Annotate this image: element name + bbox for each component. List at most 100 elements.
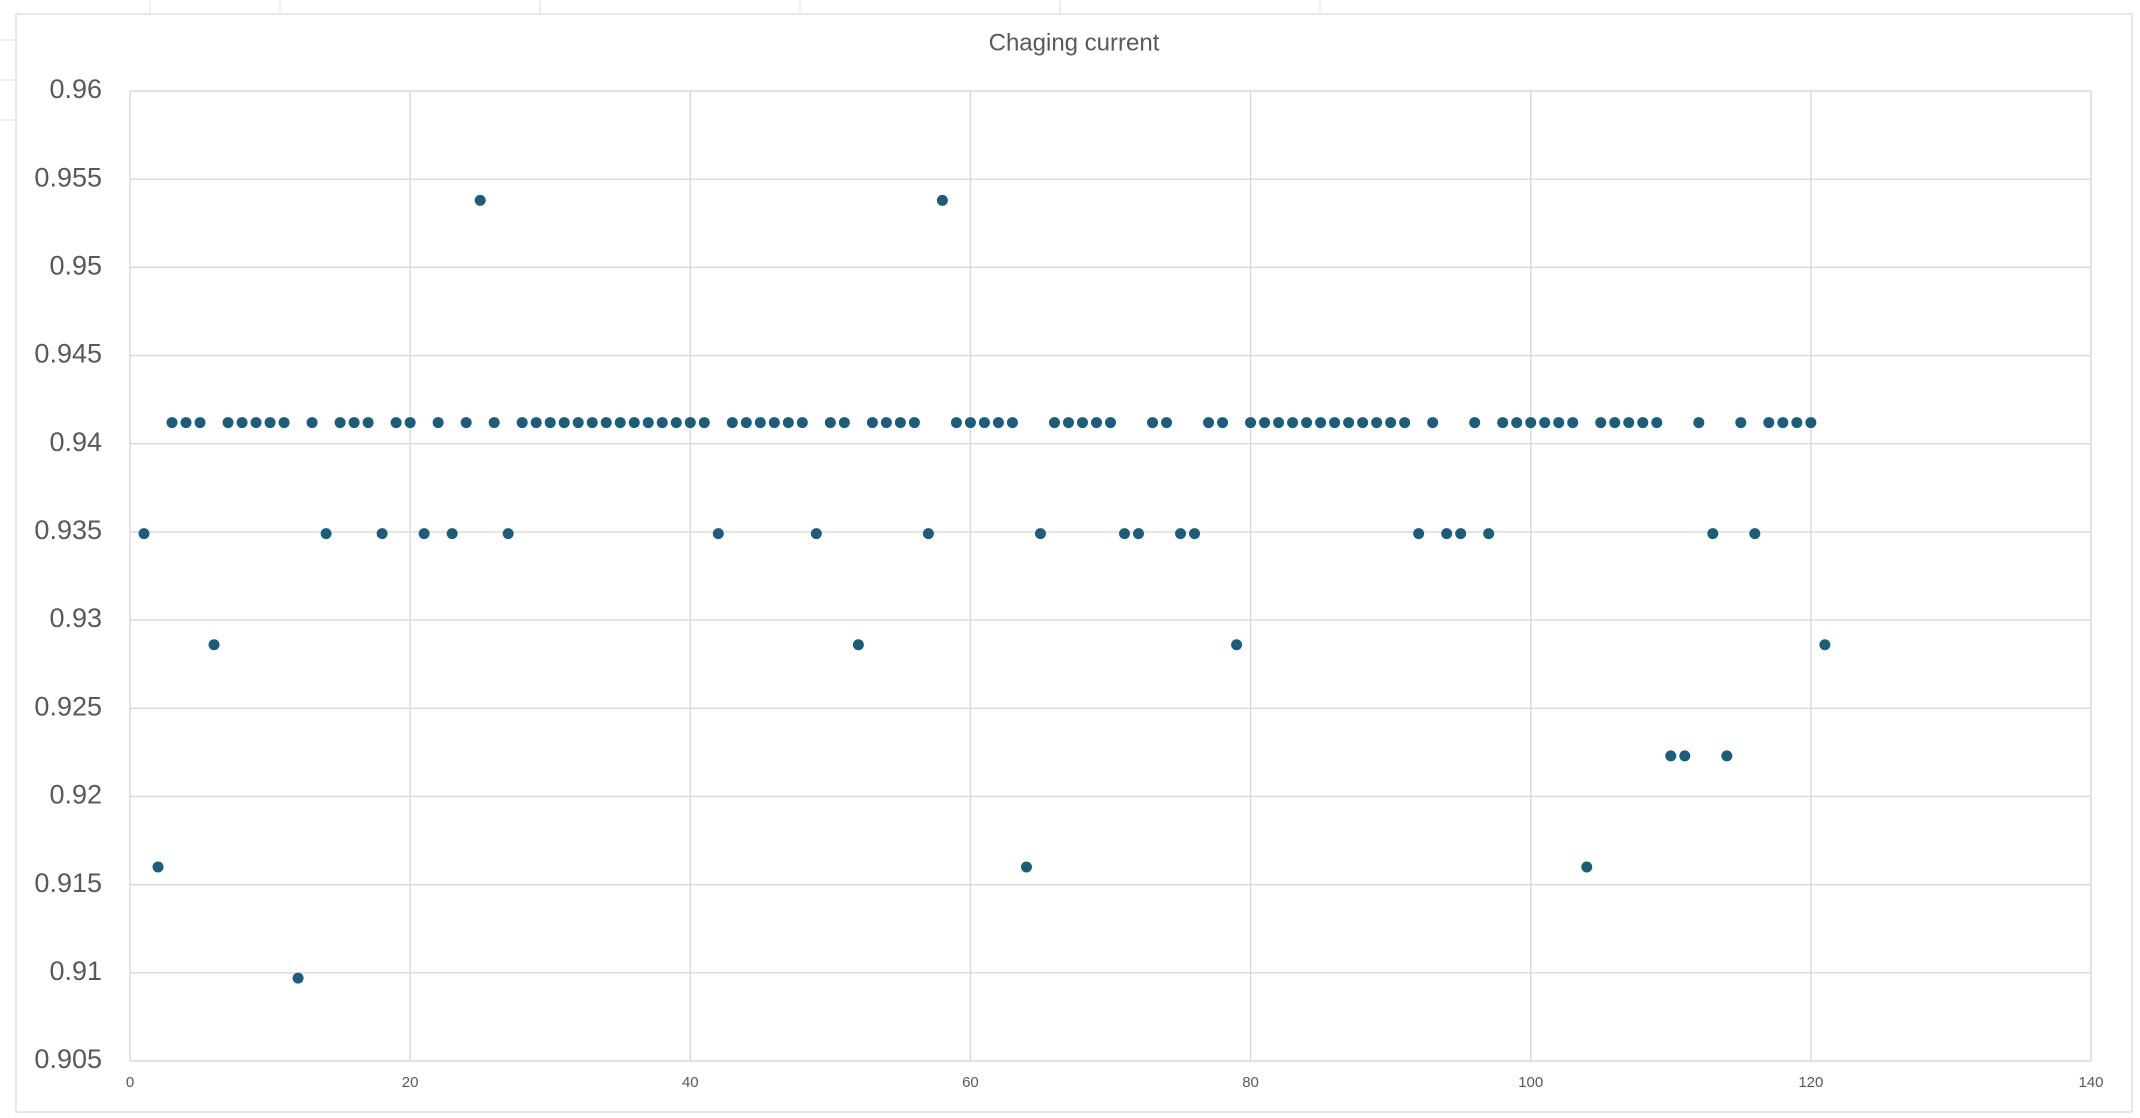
data-point <box>1581 861 1593 873</box>
data-point <box>866 417 878 429</box>
data-point <box>446 528 458 540</box>
data-point <box>600 417 612 429</box>
data-point <box>1637 417 1649 429</box>
data-point <box>1651 417 1663 429</box>
data-point <box>1315 417 1327 429</box>
data-point <box>1441 528 1453 540</box>
y-tick-label: 0.945 <box>34 339 102 369</box>
y-tick-label: 0.91 <box>49 956 102 986</box>
data-point <box>1119 528 1131 540</box>
x-tick-label: 100 <box>1518 1074 1543 1091</box>
data-point <box>614 417 626 429</box>
x-tick-label: 60 <box>962 1074 979 1091</box>
data-point <box>222 417 234 429</box>
data-point <box>1777 417 1789 429</box>
data-point <box>992 417 1004 429</box>
data-point <box>1553 417 1565 429</box>
data-point <box>880 417 892 429</box>
data-point <box>138 528 150 540</box>
data-point <box>1301 417 1313 429</box>
data-point <box>502 528 514 540</box>
data-point <box>166 417 178 429</box>
y-tick-label: 0.92 <box>49 780 102 810</box>
data-point <box>1665 750 1677 762</box>
data-point <box>754 417 766 429</box>
y-tick-label: 0.94 <box>49 427 102 457</box>
data-point <box>1329 417 1341 429</box>
data-point <box>404 417 416 429</box>
x-tick-label: 40 <box>682 1074 699 1091</box>
data-point <box>1539 417 1551 429</box>
data-point <box>1707 528 1719 540</box>
chart-title: Chaging current <box>989 29 1160 56</box>
data-point <box>1427 417 1439 429</box>
data-point <box>1105 417 1116 429</box>
data-point <box>432 417 444 429</box>
data-point <box>1511 417 1523 429</box>
data-point <box>698 417 710 429</box>
x-tick-label: 80 <box>1242 1074 1259 1091</box>
y-tick-label: 0.915 <box>34 868 102 898</box>
data-point <box>390 417 402 429</box>
data-point <box>1189 528 1201 540</box>
data-point <box>1217 417 1229 429</box>
data-point <box>740 417 752 429</box>
data-point <box>236 417 248 429</box>
data-point <box>1090 417 1102 429</box>
data-point <box>726 417 738 429</box>
data-point <box>1203 417 1215 429</box>
data-point <box>474 194 486 206</box>
data-point <box>838 417 850 429</box>
data-point <box>1020 861 1032 873</box>
data-point <box>1819 639 1831 651</box>
data-point <box>208 639 220 651</box>
data-point <box>1497 417 1509 429</box>
data-point <box>530 417 542 429</box>
data-point <box>936 194 948 206</box>
data-point <box>1385 417 1397 429</box>
data-point <box>1609 417 1621 429</box>
data-point <box>278 417 290 429</box>
data-point <box>572 417 584 429</box>
y-tick-label: 0.93 <box>49 603 102 633</box>
data-point <box>1623 417 1635 429</box>
data-point <box>488 417 500 429</box>
y-tick-label: 0.925 <box>34 691 102 721</box>
data-point <box>586 417 598 429</box>
y-tick-label: 0.95 <box>49 250 102 280</box>
data-point <box>194 417 206 429</box>
data-point <box>558 417 570 429</box>
data-point <box>1076 417 1088 429</box>
data-point <box>922 528 934 540</box>
data-point <box>1595 417 1607 429</box>
data-point <box>1147 417 1159 429</box>
data-point <box>1525 417 1537 429</box>
data-point <box>894 417 906 429</box>
data-point <box>1567 417 1579 429</box>
data-point <box>250 417 262 429</box>
data-point <box>418 528 430 540</box>
data-point <box>670 417 682 429</box>
data-point <box>684 417 696 429</box>
data-point <box>516 417 528 429</box>
data-point <box>1006 417 1018 429</box>
y-tick-label: 0.96 <box>49 74 102 104</box>
data-point <box>334 417 346 429</box>
x-tick-label: 140 <box>2078 1074 2103 1091</box>
data-point <box>1413 528 1425 540</box>
data-point <box>292 972 304 984</box>
data-point <box>1791 417 1803 429</box>
data-point <box>852 639 864 651</box>
data-point <box>348 417 360 429</box>
data-point <box>796 417 808 429</box>
x-tick-label: 0 <box>126 1074 134 1091</box>
data-point <box>1175 528 1187 540</box>
data-point <box>1048 417 1060 429</box>
data-point <box>1245 417 1257 429</box>
data-point <box>1469 417 1481 429</box>
data-point <box>1343 417 1355 429</box>
data-point <box>1679 750 1691 762</box>
data-point <box>1062 417 1074 429</box>
